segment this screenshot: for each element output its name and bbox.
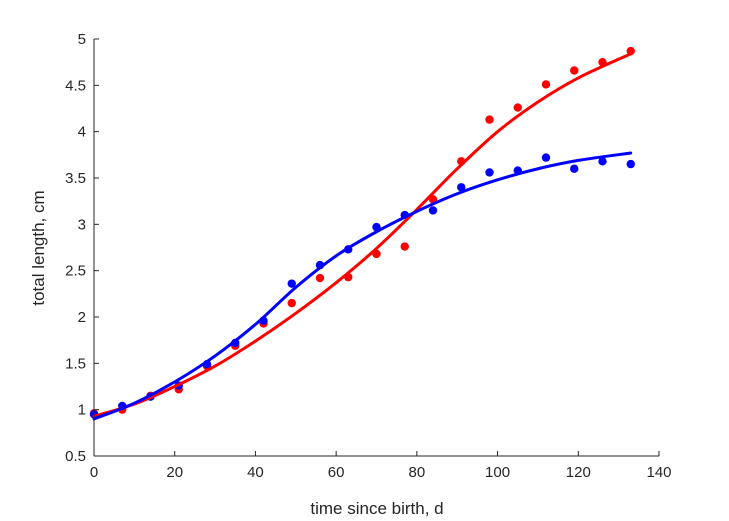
data-point (570, 164, 579, 173)
x-tick-label: 120 (566, 464, 591, 481)
data-point (570, 66, 579, 75)
data-point (457, 183, 466, 192)
y-tick-label: 2 (78, 309, 86, 326)
data-point (598, 157, 607, 166)
data-point (287, 298, 296, 308)
data-point (485, 168, 494, 177)
x-tick-label: 0 (90, 464, 98, 481)
x-tick-label: 140 (646, 464, 671, 481)
y-tick-label: 1.5 (65, 355, 86, 372)
y-tick-label: 4.5 (65, 77, 86, 94)
data-point (513, 103, 522, 112)
series-0 (89, 46, 635, 418)
series-1 (89, 153, 635, 419)
data-point (428, 206, 438, 215)
fit-line-0 (92, 52, 633, 418)
data-point (287, 279, 296, 288)
fit-line-1 (92, 151, 633, 421)
x-tick-label: 40 (247, 464, 264, 481)
x-tick-label: 100 (485, 464, 510, 481)
x-tick-label: 20 (166, 464, 183, 481)
data-point (485, 115, 494, 124)
y-tick-label: 3 (78, 216, 86, 233)
y-axis-label: total length, cm (29, 190, 48, 305)
data-point (626, 159, 635, 169)
y-axis-ticks: 0.5 1 1.5 2 2.5 3 3.5 4 4.5 5 (65, 31, 99, 465)
x-axis-ticks: 0 20 40 60 80 100 120 140 (90, 451, 672, 481)
x-tick-label: 80 (409, 464, 426, 481)
y-tick-label: 3.5 (65, 170, 86, 187)
y-tick-label: 2.5 (65, 263, 86, 280)
data-point (541, 153, 551, 162)
y-tick-label: 4 (78, 124, 86, 141)
plot-area (89, 46, 635, 421)
data-point (315, 273, 325, 283)
x-axis-label: time since birth, d (310, 499, 443, 518)
y-tick-label: 0.5 (65, 448, 86, 465)
data-point (541, 80, 551, 89)
x-tick-label: 60 (328, 464, 345, 481)
y-tick-label: 5 (78, 31, 86, 48)
y-tick-label: 1 (78, 402, 86, 419)
data-point (400, 242, 409, 251)
